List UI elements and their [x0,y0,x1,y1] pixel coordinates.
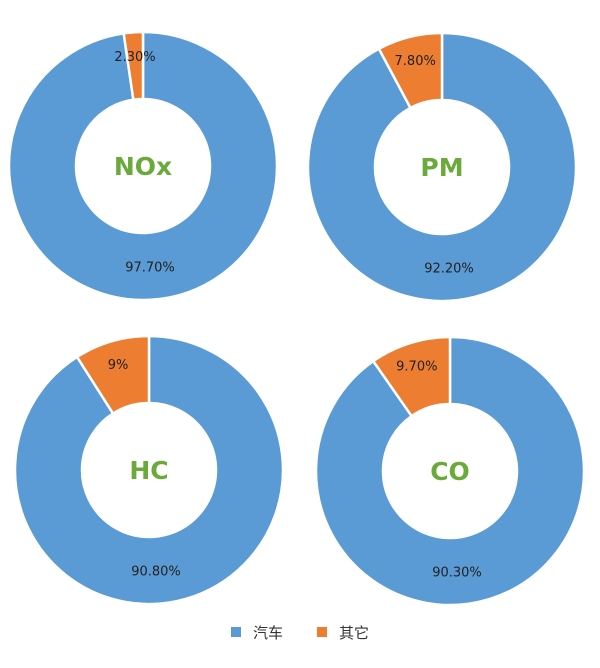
legend-label-car: 汽车 [252,623,283,642]
slice-other [122,30,145,102]
legend-swatch-car [230,627,241,637]
chart-center-title: PM [420,153,463,182]
legend-item-other: 其它 [317,622,369,643]
slice-car [13,334,285,606]
donut-chart-nox: 97.70% 2.30% NOx [7,30,279,302]
slice-other [377,31,444,110]
data-label-other: 9.70% [396,360,437,375]
data-label-car: 90.30% [432,565,482,580]
donut-chart-hc: 90.80% 9% HC [13,334,285,606]
donut-chart-pm: 92.20% 7.80% PM [306,31,578,303]
legend-swatch-other [317,627,327,637]
legend-item-car: 汽车 [230,622,283,643]
legend-label-other: 其它 [339,623,370,642]
data-label-other: 9% [108,358,129,373]
data-label-car: 97.70% [125,260,175,275]
slice-car [7,30,279,302]
slice-car [306,31,578,303]
data-label-car: 90.80% [131,564,181,579]
slice-other [371,335,452,418]
data-label-other: 2.30% [114,50,155,65]
chart-center-title: CO [430,457,470,486]
chart-center-title: HC [129,456,168,485]
chart-center-title: NOx [114,152,172,181]
donut-chart-co: 90.30% 9.70% CO [314,335,586,607]
slice-car [314,335,586,607]
legend: 汽车 其它 [0,620,600,644]
slice-other [75,334,151,416]
data-label-other: 7.80% [395,54,436,69]
data-label-car: 92.20% [424,261,474,276]
